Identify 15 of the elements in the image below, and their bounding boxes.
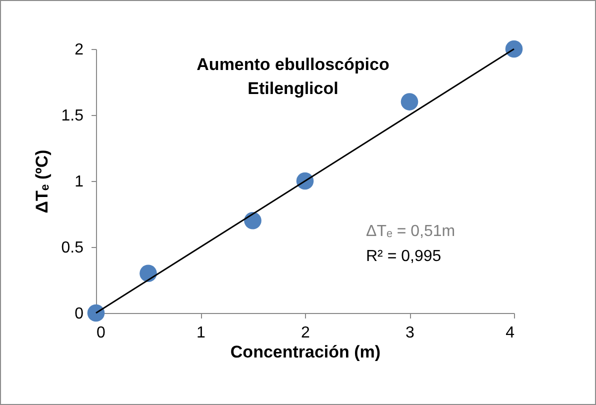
x-axis-title: Concentración (m) bbox=[230, 342, 381, 362]
y-tick-label: 0 bbox=[74, 306, 84, 322]
x-tick-label: 0 bbox=[96, 324, 106, 342]
text: Aumento ebulloscópico Etilenglicol bbox=[196, 55, 390, 98]
x-tick-label: 4 bbox=[506, 324, 515, 342]
y-tick-label: 1 bbox=[74, 174, 84, 190]
x-tick-label: 1 bbox=[196, 324, 206, 342]
x-tick-label: 2 bbox=[301, 324, 310, 342]
y-tick-label: 0.5 bbox=[61, 240, 84, 256]
annotation: R² = 0,995 bbox=[366, 248, 442, 265]
y-axis-title: ΔTₑ (ºC) bbox=[32, 150, 52, 214]
annotation: ΔTₑ = 0,51m bbox=[366, 223, 456, 240]
y-tick-label: 2 bbox=[74, 42, 84, 58]
y-tick-label: 1.5 bbox=[61, 108, 84, 124]
x-tick-label: 3 bbox=[406, 324, 415, 342]
